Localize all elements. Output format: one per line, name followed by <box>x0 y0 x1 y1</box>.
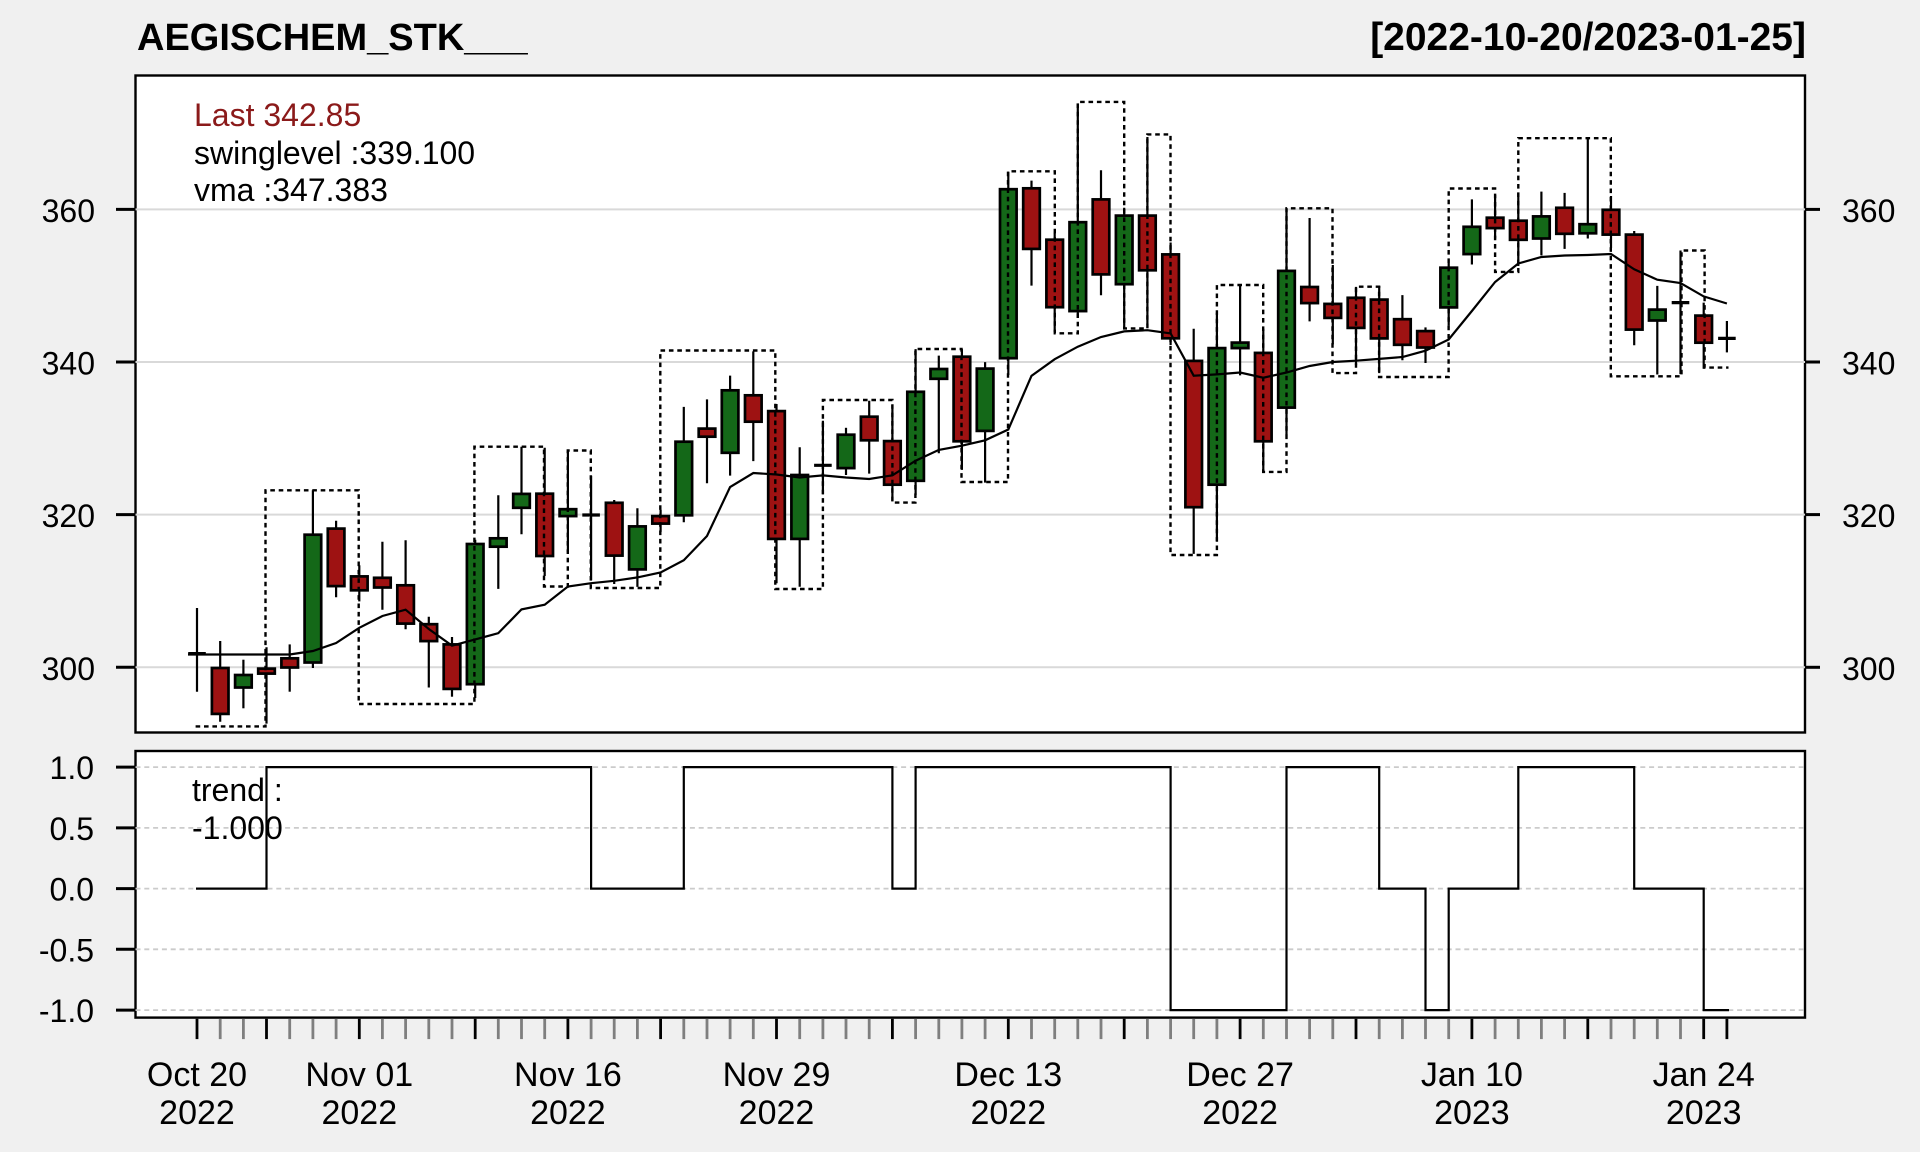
svg-text:340: 340 <box>1842 346 1895 382</box>
svg-text:300: 300 <box>42 651 95 687</box>
svg-text:vma :347.383: vma :347.383 <box>194 172 388 208</box>
svg-text:swinglevel :339.100: swinglevel :339.100 <box>194 135 475 171</box>
svg-text:Nov 29: Nov 29 <box>723 1056 831 1094</box>
svg-text:2022: 2022 <box>321 1094 397 1132</box>
svg-text:300: 300 <box>1842 651 1895 687</box>
svg-text:Jan 24: Jan 24 <box>1653 1056 1755 1094</box>
svg-text:320: 320 <box>42 498 95 534</box>
svg-text:0.5: 0.5 <box>50 811 94 847</box>
svg-text:Dec 13: Dec 13 <box>954 1056 1062 1094</box>
svg-text:Nov 01: Nov 01 <box>305 1056 413 1094</box>
svg-text:-1.0: -1.0 <box>39 993 94 1029</box>
svg-text:2022: 2022 <box>530 1094 606 1132</box>
svg-text:-1.000: -1.000 <box>192 810 283 846</box>
svg-text:2023: 2023 <box>1434 1094 1510 1132</box>
svg-text:Dec 27: Dec 27 <box>1186 1056 1294 1094</box>
svg-text:2022: 2022 <box>970 1094 1046 1132</box>
svg-text:2022: 2022 <box>739 1094 815 1132</box>
svg-text:Oct 20: Oct 20 <box>147 1056 247 1094</box>
svg-text:Jan 10: Jan 10 <box>1421 1056 1523 1094</box>
svg-text:2023: 2023 <box>1666 1094 1742 1132</box>
svg-text:2022: 2022 <box>159 1094 235 1132</box>
svg-text:320: 320 <box>1842 498 1895 534</box>
svg-text:trend :: trend : <box>192 772 283 808</box>
svg-text:[2022-10-20/2023-01-25]: [2022-10-20/2023-01-25] <box>1370 16 1806 59</box>
svg-text:Last 342.85: Last 342.85 <box>194 97 361 133</box>
svg-text:0.0: 0.0 <box>50 872 94 908</box>
svg-text:360: 360 <box>1842 193 1895 229</box>
svg-text:360: 360 <box>42 193 95 229</box>
svg-text:AEGISCHEM_STK___: AEGISCHEM_STK___ <box>137 17 529 59</box>
svg-text:340: 340 <box>42 346 95 382</box>
svg-text:1.0: 1.0 <box>50 750 94 786</box>
svg-text:Nov 16: Nov 16 <box>514 1056 622 1094</box>
svg-text:-0.5: -0.5 <box>39 932 94 968</box>
svg-text:2022: 2022 <box>1202 1094 1278 1132</box>
